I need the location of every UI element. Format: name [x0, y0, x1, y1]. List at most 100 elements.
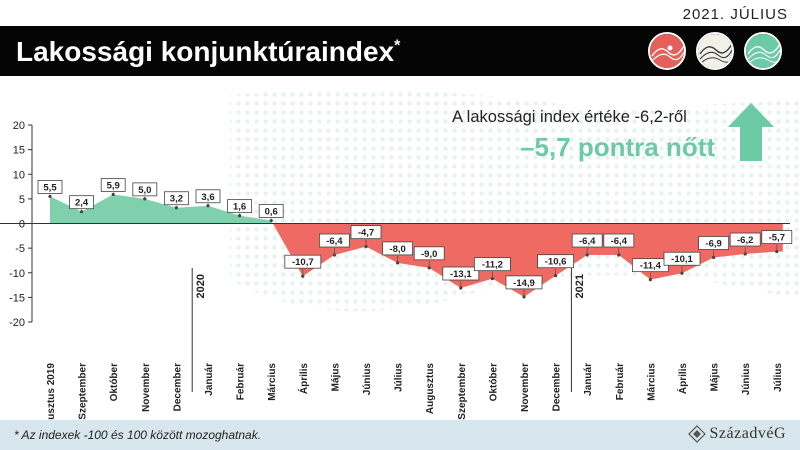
data-label-box: [69, 195, 94, 210]
data-label: -10,7: [292, 257, 314, 268]
data-label: -4,7: [358, 228, 374, 239]
data-label-box: [258, 204, 284, 218]
data-label-box: [163, 191, 189, 206]
data-label-box: [382, 241, 414, 256]
data-label: -11,4: [640, 261, 662, 272]
x-category-label: Április: [297, 363, 310, 395]
data-point: [238, 214, 242, 218]
data-label: -6,4: [611, 236, 628, 247]
x-category-label: Május: [330, 363, 341, 392]
data-point: [396, 261, 400, 265]
data-label: -10,1: [671, 254, 693, 265]
data-point: [427, 266, 431, 270]
data-label: 0,6: [265, 207, 278, 218]
data-point: [332, 253, 336, 257]
y-tick-label: 20: [13, 120, 25, 132]
data-label-box: [284, 254, 322, 269]
x-category-label: Január: [204, 363, 215, 396]
annotation-line2: –5,7 pontra nőtt: [520, 132, 716, 162]
title-text: Lakossági konjunktúraindex: [16, 36, 395, 67]
data-label: -5,7: [769, 233, 785, 244]
data-label: 3,2: [170, 194, 183, 205]
green-gauge-icon: [744, 32, 782, 70]
konjunktura-chart: 20 15 10 5 0 -5 -10 -15 -20 5,5 2,4 5,9 5,0 3,2 3,6 1,6…: [0, 90, 800, 420]
x-category-label: Május: [710, 363, 721, 392]
y-tick-label: 5: [19, 194, 25, 206]
x-category-label: Január: [583, 363, 594, 396]
year-label: 2021: [574, 274, 586, 298]
brand-emblem-icon: [687, 425, 706, 443]
data-label-box: [537, 254, 574, 269]
data-point: [364, 245, 368, 249]
data-point: [712, 255, 716, 260]
data-point: [775, 249, 779, 254]
data-point: [269, 218, 273, 223]
data-label: -11,2: [482, 260, 503, 271]
data-label-box: [37, 180, 63, 194]
x-category-label: Július: [394, 363, 405, 392]
data-label: 5,0: [138, 185, 151, 196]
x-category-label: Szeptember: [457, 363, 468, 420]
data-label: -6,4: [326, 236, 343, 247]
data-label-box: [603, 233, 635, 248]
data-label: 5,9: [107, 180, 120, 191]
x-category-label: November: [520, 363, 531, 412]
data-point: [459, 286, 463, 290]
data-point: [554, 274, 558, 278]
data-point: [111, 192, 115, 197]
data-label: -14,9: [513, 278, 535, 289]
y-tick-label: -15: [9, 292, 25, 304]
y-tick-label: -10: [9, 268, 25, 280]
x-category-label: Október: [109, 363, 120, 401]
x-category-label: November: [141, 363, 152, 412]
data-label-box: [729, 232, 761, 247]
data-point: [206, 204, 210, 208]
data-label-box: [761, 230, 793, 244]
positive-area: [50, 194, 273, 224]
x-category-label: December: [552, 363, 563, 411]
x-category-label: Március: [267, 363, 278, 401]
white-gauge-icon: [696, 32, 734, 70]
data-label: -6,2: [737, 235, 753, 246]
data-label-box: [571, 233, 603, 248]
x-category-label: Február: [236, 363, 247, 400]
data-label: -6,4: [579, 236, 596, 247]
data-label-box: [698, 236, 729, 250]
y-tick-label: 10: [13, 169, 25, 181]
x-category-label: Április: [676, 363, 689, 395]
x-category-label: Március: [646, 363, 657, 401]
x-category-label: Október: [488, 363, 499, 401]
x-category-label: December: [172, 363, 183, 411]
data-label-box: [413, 246, 445, 261]
data-label-box: [318, 233, 350, 248]
x-category-label: Június: [362, 363, 373, 396]
data-point: [617, 253, 621, 257]
title-asterisk: *: [394, 37, 401, 55]
data-label-box: [473, 257, 511, 272]
data-label: 2,4: [75, 198, 89, 209]
data-point: [48, 194, 52, 199]
brand-logo: SzázadvéG: [687, 425, 786, 443]
data-point: [585, 253, 589, 257]
red-gauge-icon: [648, 32, 686, 70]
data-label-box: [227, 199, 253, 214]
data-point: [143, 197, 147, 201]
data-point: [743, 252, 747, 256]
page-title: Lakossági konjunktúraindex*: [16, 36, 400, 68]
data-point: [301, 274, 305, 278]
data-point: [648, 278, 653, 282]
annotation-line1: A lakossági index értéke -6,2-ről: [452, 108, 687, 126]
data-point: [174, 206, 178, 210]
x-category-label: Szeptember: [78, 363, 89, 420]
data-label-box: [195, 189, 221, 204]
data-label: -13,1: [450, 269, 472, 280]
data-label: 5,5: [43, 182, 57, 193]
y-tick-label: 15: [13, 145, 25, 157]
data-label-box: [442, 266, 480, 281]
data-label: -8,0: [389, 244, 405, 255]
data-label: -10,6: [545, 257, 567, 268]
x-category-label: Július: [773, 363, 784, 392]
data-label-box: [132, 182, 158, 197]
data-label-box: [100, 178, 126, 192]
data-label: 3,6: [201, 192, 214, 203]
